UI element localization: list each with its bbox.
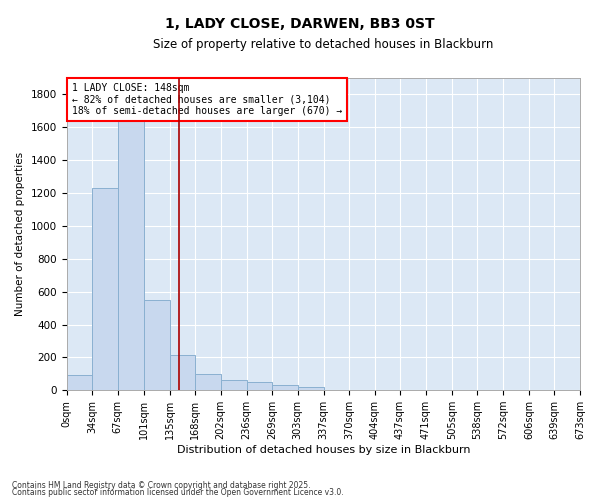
Text: Contains public sector information licensed under the Open Government Licence v3: Contains public sector information licen… [12,488,344,497]
Bar [247,382,272,390]
Text: Contains HM Land Registry data © Crown copyright and database right 2025.: Contains HM Land Registry data © Crown c… [12,480,311,490]
Bar [298,387,323,390]
Text: 1, LADY CLOSE, DARWEN, BB3 0ST: 1, LADY CLOSE, DARWEN, BB3 0ST [165,18,435,32]
Bar [272,386,298,390]
Bar [143,300,170,390]
Y-axis label: Number of detached properties: Number of detached properties [15,152,25,316]
Bar [118,118,143,390]
Bar [195,374,221,390]
Bar [170,355,195,390]
Bar [92,188,118,390]
X-axis label: Distribution of detached houses by size in Blackburn: Distribution of detached houses by size … [176,445,470,455]
Title: Size of property relative to detached houses in Blackburn: Size of property relative to detached ho… [153,38,493,51]
Text: 1 LADY CLOSE: 148sqm
← 82% of detached houses are smaller (3,104)
18% of semi-de: 1 LADY CLOSE: 148sqm ← 82% of detached h… [71,82,342,116]
Bar [67,376,92,390]
Bar [221,380,247,390]
